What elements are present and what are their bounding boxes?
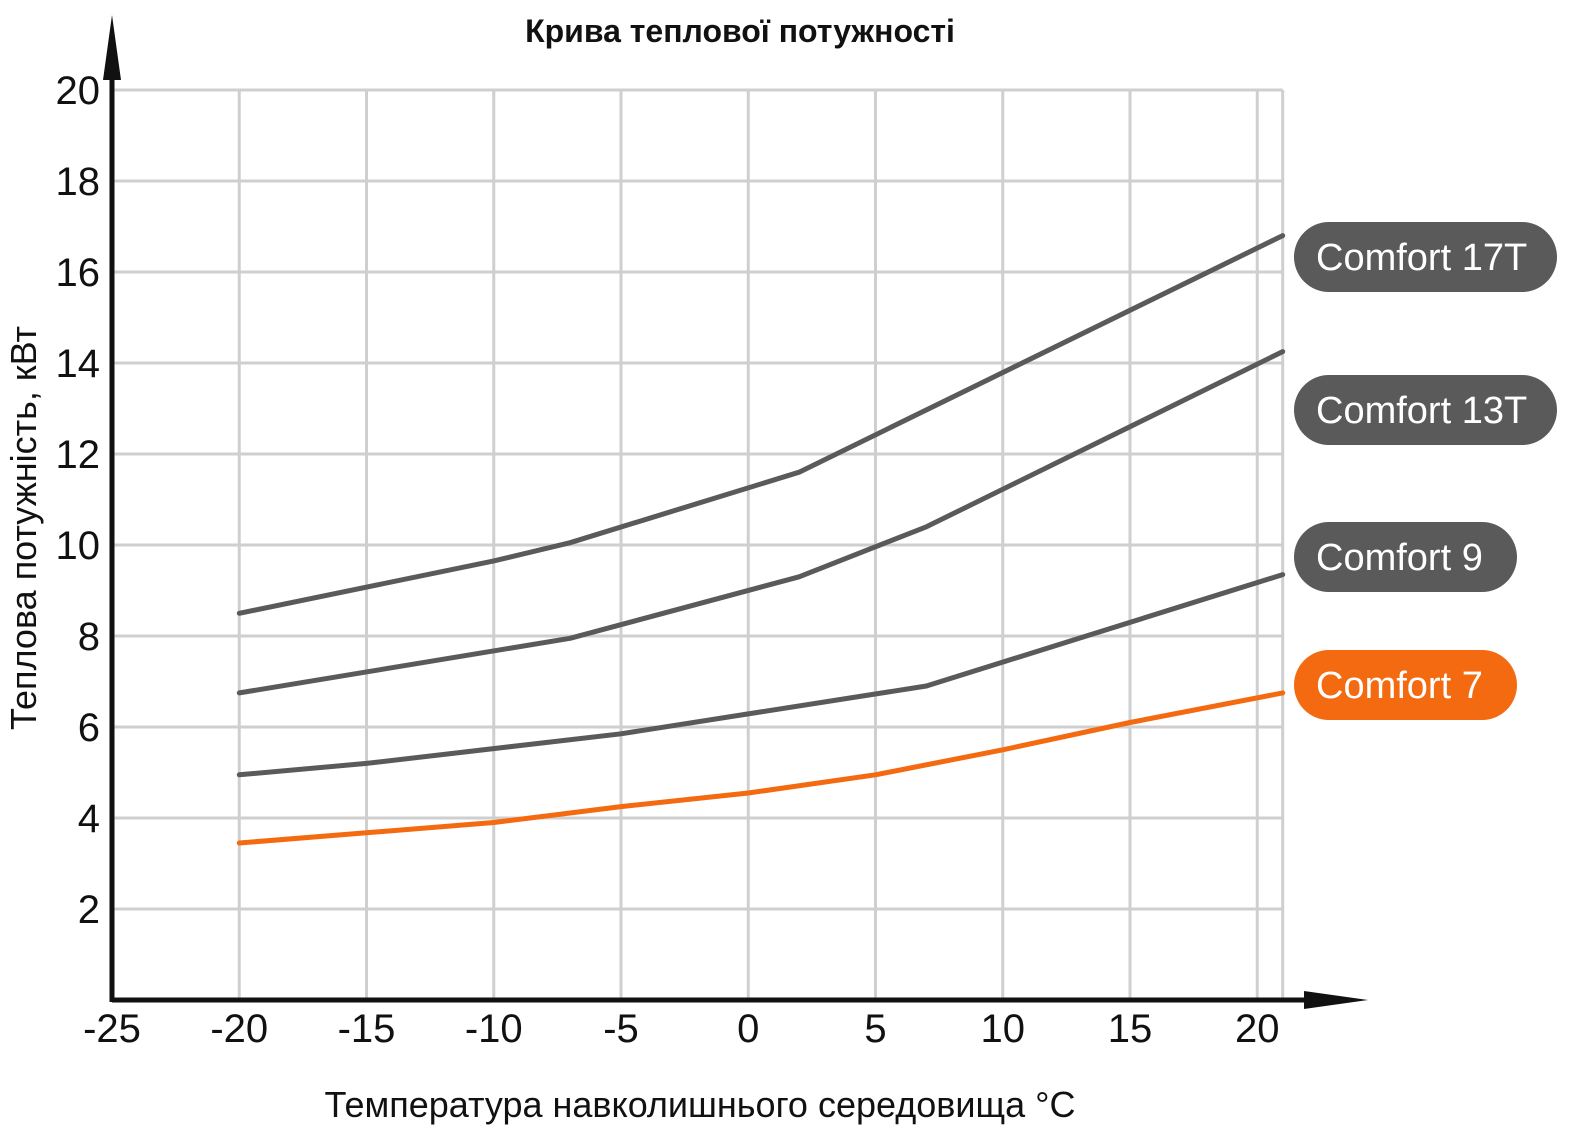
series-label-0: Comfort 17T — [1316, 237, 1527, 279]
tick-labels: -25 -20 -15 -10 -5 0 5 10 15 20 2 4 6 8 10 12 14 16 18 20 — [56, 69, 1280, 1051]
y-axis-label: Теплова потужність, кВт — [3, 326, 44, 730]
y-tick-label-7: 16 — [56, 251, 101, 295]
y-tick-label-5: 12 — [56, 433, 101, 477]
x-tick-label-7: 10 — [981, 1007, 1026, 1051]
y-tick-label-3: 8 — [78, 615, 100, 659]
x-tick-label-9: 20 — [1235, 1007, 1280, 1051]
series-labels: Comfort 17T Comfort 13T Comfort 9 Comfort 7 — [1294, 222, 1557, 720]
series-label-3: Comfort 7 — [1316, 665, 1483, 707]
y-tick-label-0: 2 — [78, 888, 100, 932]
y-tick-label-6: 14 — [56, 342, 101, 386]
y-tick-label-8: 18 — [56, 160, 101, 204]
x-axis-label: Температура навколишнього середовища °C — [324, 1084, 1075, 1125]
series-label-pill-3 — [1294, 650, 1517, 720]
series-label-pill-0 — [1294, 222, 1557, 292]
x-tick-label-3: -10 — [465, 1007, 523, 1051]
y-tick-label-2: 6 — [78, 706, 100, 750]
x-tick-label-4: -5 — [603, 1007, 639, 1051]
x-tick-label-5: 0 — [737, 1007, 759, 1051]
x-tick-label-0: -25 — [83, 1007, 141, 1051]
series-label-2: Comfort 9 — [1316, 537, 1483, 579]
y-tick-label-1: 4 — [78, 797, 100, 841]
axes — [103, 15, 1368, 1009]
series-label-1: Comfort 13T — [1316, 390, 1527, 432]
chart-title: Крива теплової потужності — [525, 13, 955, 49]
series-line-1 — [236, 349, 1286, 696]
x-tick-label-2: -15 — [338, 1007, 396, 1051]
x-tick-label-1: -20 — [210, 1007, 268, 1051]
series-line-0 — [236, 233, 1286, 616]
series-label-pill-2 — [1294, 522, 1517, 592]
y-tick-label-9: 20 — [56, 69, 101, 113]
series-line-3 — [236, 690, 1286, 846]
series-label-pill-1 — [1294, 375, 1557, 445]
x-tick-label-8: 15 — [1108, 1007, 1153, 1051]
x-axis-arrow — [1304, 991, 1368, 1009]
series-line-2 — [236, 572, 1286, 778]
grid — [112, 88, 1285, 1000]
y-tick-label-4: 10 — [56, 524, 101, 568]
x-tick-label-6: 5 — [864, 1007, 886, 1051]
y-axis-arrow — [103, 15, 121, 80]
series-lines — [236, 233, 1286, 846]
